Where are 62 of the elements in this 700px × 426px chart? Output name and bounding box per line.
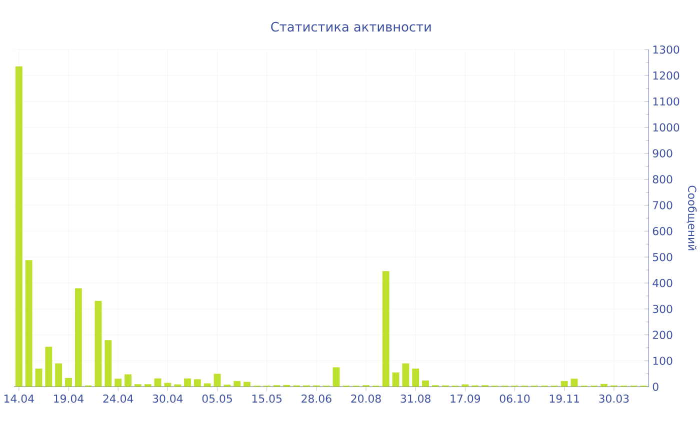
bar bbox=[234, 380, 241, 387]
y-tick-label: 700 bbox=[653, 200, 672, 210]
y-tick-label: 900 bbox=[652, 149, 672, 158]
bar bbox=[392, 372, 400, 387]
y-tick-label: 400 bbox=[652, 278, 672, 287]
bar bbox=[45, 346, 52, 387]
bar bbox=[144, 384, 152, 387]
y-tick-label: 200 bbox=[652, 330, 672, 339]
bar bbox=[332, 367, 340, 387]
bar bbox=[74, 288, 82, 387]
bar bbox=[570, 378, 578, 387]
bar bbox=[184, 378, 191, 387]
chart-title: Статистика активности bbox=[271, 22, 431, 32]
y-tick-label: 1000 bbox=[653, 123, 680, 132]
x-tick-label: 30.04 bbox=[152, 394, 183, 403]
x-tick-label: 17.09 bbox=[450, 394, 480, 403]
bar bbox=[55, 363, 62, 387]
bar bbox=[154, 378, 162, 387]
bar bbox=[164, 382, 172, 387]
x-tick-label: 14.04 bbox=[4, 394, 34, 403]
bar bbox=[600, 384, 608, 387]
bar bbox=[25, 260, 32, 387]
bar bbox=[204, 383, 211, 387]
x-tick-label: 28.06 bbox=[302, 394, 332, 403]
bar bbox=[214, 374, 221, 387]
bar bbox=[402, 363, 410, 387]
x-tick-label: 15.05 bbox=[252, 394, 282, 403]
bar bbox=[224, 384, 231, 387]
x-tick-label: 20.08 bbox=[351, 394, 381, 403]
y-axis-title: Сообщений bbox=[686, 186, 697, 250]
y-tick-label: 0 bbox=[652, 382, 658, 391]
bar bbox=[422, 380, 429, 387]
y-tick-label: 600 bbox=[652, 226, 672, 236]
y-tick-label: 800 bbox=[652, 174, 672, 184]
bar bbox=[104, 340, 112, 387]
bar bbox=[134, 384, 142, 387]
y-tick-label: 300 bbox=[652, 304, 672, 313]
bar bbox=[194, 379, 201, 387]
bar bbox=[65, 378, 72, 387]
bar bbox=[462, 384, 469, 387]
x-tick-label: 05.05 bbox=[202, 394, 232, 403]
bar bbox=[94, 300, 102, 387]
x-tick-label: 06.10 bbox=[500, 394, 530, 403]
bar bbox=[382, 270, 390, 387]
x-tick-label: 19.04 bbox=[54, 394, 84, 403]
y-tick-label: 1300 bbox=[653, 45, 680, 54]
x-tick-label: 31.08 bbox=[400, 394, 430, 403]
bar bbox=[412, 368, 420, 387]
bar bbox=[560, 380, 568, 387]
bar bbox=[15, 66, 22, 387]
bar bbox=[35, 368, 42, 387]
y-tick-label: 100 bbox=[653, 356, 672, 365]
y-tick-label: 1200 bbox=[653, 71, 680, 80]
bar bbox=[124, 374, 132, 387]
bar bbox=[174, 384, 182, 387]
x-tick-label: 30.03 bbox=[599, 394, 629, 403]
x-tick-label: 19.11 bbox=[550, 394, 579, 403]
x-tick-label: 24.04 bbox=[103, 394, 134, 403]
y-tick-label: 1100 bbox=[653, 97, 680, 106]
bar bbox=[244, 382, 250, 387]
bar bbox=[114, 378, 122, 387]
y-tick-label: 500 bbox=[652, 252, 672, 261]
